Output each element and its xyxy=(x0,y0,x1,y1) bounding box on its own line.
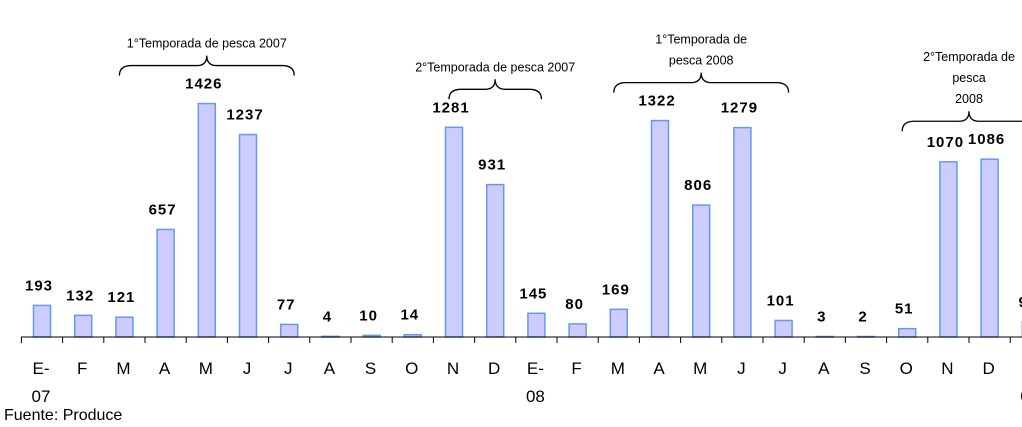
season-brace xyxy=(118,55,295,76)
bar xyxy=(980,158,999,338)
bars-layer xyxy=(32,102,1022,338)
x-tick-label-year: 08 xyxy=(526,387,545,406)
season-annotation: 2°Temporada de pesca 2007 xyxy=(415,60,575,74)
x-tick-label: E- xyxy=(527,359,544,378)
x-tick-label: F xyxy=(77,359,87,378)
x-tick-label: D xyxy=(982,359,994,378)
x-tick-label: A xyxy=(324,359,336,378)
season-annotation: pesca xyxy=(952,71,985,85)
x-tick-label: N xyxy=(941,359,953,378)
x-tick-label: J xyxy=(243,359,252,378)
x-tick-label: O xyxy=(900,359,913,378)
x-tick-label-year: 07 xyxy=(32,387,51,406)
bar xyxy=(568,323,587,338)
x-tick-label: S xyxy=(365,359,376,378)
season-annotation: 2°Temporada de xyxy=(923,50,1015,64)
bar-value-label: 10 xyxy=(359,307,378,324)
annotations-layer: 1°Temporada de pesca 2007 2°Temporada de … xyxy=(118,33,1022,132)
bar-value-label: 92 xyxy=(1018,294,1022,311)
x-tick-label: J xyxy=(778,359,787,378)
bar-value-label: 1070 xyxy=(927,134,964,151)
bar xyxy=(650,119,670,338)
bar-value-label: 1086 xyxy=(968,131,1005,148)
x-tick-label: M xyxy=(116,359,130,378)
source-note: Fuente: Produce xyxy=(4,407,123,424)
x-tick-label: A xyxy=(818,359,830,378)
bar-value-label: 657 xyxy=(149,201,177,218)
bar xyxy=(115,316,134,338)
bar xyxy=(527,312,546,338)
season-annotation: 1°Temporada de pesca 2007 xyxy=(127,37,287,51)
bar-value-label: 1279 xyxy=(721,100,758,117)
x-tick-label: M xyxy=(611,359,625,378)
bar xyxy=(609,308,629,338)
bar-value-label: 51 xyxy=(895,301,914,318)
bar xyxy=(444,126,464,338)
bar-value-label: 1322 xyxy=(638,93,675,110)
bar-value-label: 101 xyxy=(767,292,795,309)
bar-value-label: 14 xyxy=(400,307,419,324)
x-tick-label: O xyxy=(405,359,418,378)
x-tick-label: D xyxy=(488,359,500,378)
x-tick-label-year: 09 xyxy=(1020,387,1022,406)
bar-value-label: 2 xyxy=(858,309,867,326)
bar-value-label: 121 xyxy=(107,289,135,306)
season-annotation: pesca 2008 xyxy=(669,54,734,68)
bar-value-label: 80 xyxy=(565,296,584,313)
x-tick-label: S xyxy=(859,359,870,378)
bar xyxy=(485,183,505,338)
x-tick-label: M xyxy=(693,359,707,378)
x-tick-label: M xyxy=(199,359,213,378)
bar xyxy=(897,327,917,338)
x-tick-label: J xyxy=(737,359,746,378)
bar xyxy=(32,304,52,338)
bar xyxy=(939,161,958,338)
bar xyxy=(238,133,258,338)
bar-value-label: 3 xyxy=(817,309,826,326)
bar xyxy=(279,323,299,338)
x-tick-label: J xyxy=(284,359,293,378)
bar xyxy=(197,102,217,338)
season-brace xyxy=(448,79,543,100)
bar-value-label: 132 xyxy=(66,287,94,304)
season-brace xyxy=(613,72,790,93)
bar-value-label: 169 xyxy=(602,281,630,298)
x-tick-label: F xyxy=(571,359,581,378)
bar xyxy=(691,204,711,338)
bar xyxy=(733,126,752,338)
x-tick-label: A xyxy=(159,359,171,378)
bar-value-label: 1281 xyxy=(432,99,469,116)
bar xyxy=(73,314,93,338)
season-annotation: 2008 xyxy=(955,92,983,106)
bar-value-label: 1237 xyxy=(226,107,263,124)
x-tick-label: N xyxy=(447,359,459,378)
bar-value-label: 4 xyxy=(323,308,332,325)
bar xyxy=(156,228,175,338)
bar-value-label: 1426 xyxy=(185,76,222,93)
bar-value-label: 193 xyxy=(25,277,53,294)
season-annotation: 1°Temporada de xyxy=(655,33,747,47)
bar xyxy=(774,319,793,338)
season-brace xyxy=(901,111,1022,132)
bar-value-label: 931 xyxy=(478,157,506,174)
bar-value-label: 806 xyxy=(684,177,712,194)
bar-value-label: 145 xyxy=(519,285,547,302)
bar-value-label: 77 xyxy=(277,296,296,313)
x-tick-label: E- xyxy=(33,359,50,378)
x-tick-label: A xyxy=(653,359,665,378)
